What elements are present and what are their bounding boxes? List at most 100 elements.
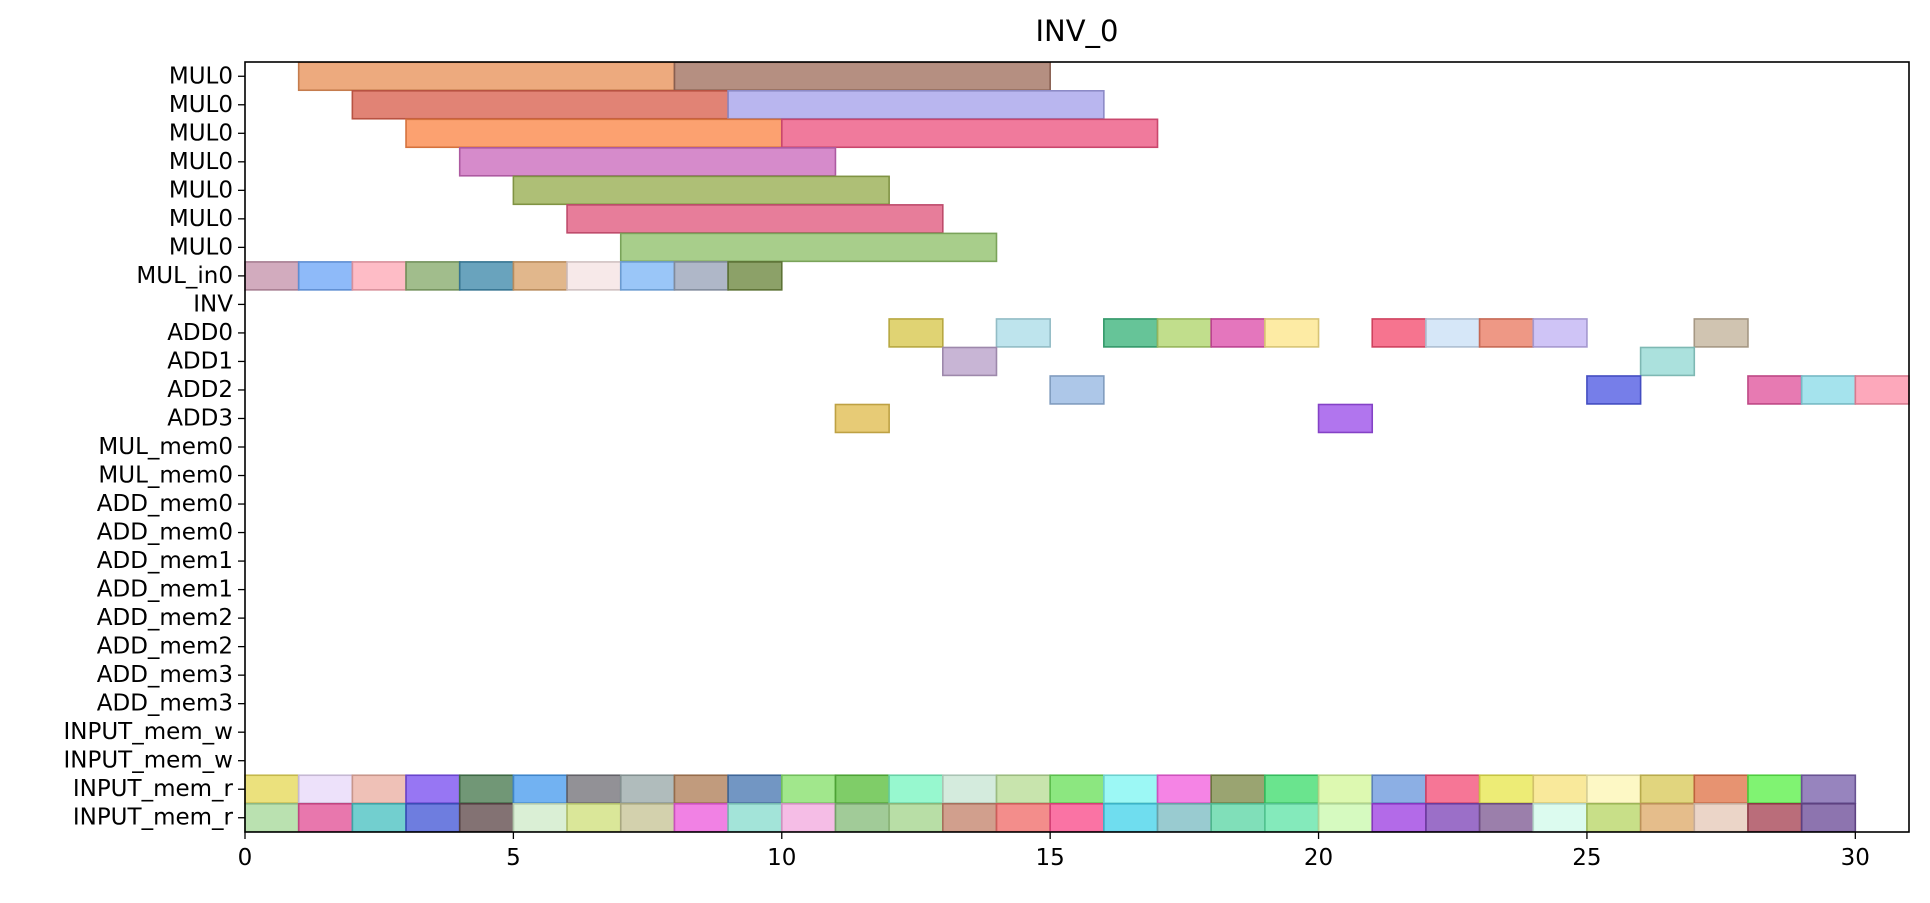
task-bar — [512, 261, 568, 291]
task-bar — [619, 232, 998, 263]
task-bar — [405, 802, 461, 833]
task-bar — [297, 261, 354, 291]
task-bar — [942, 346, 998, 377]
task-bar — [244, 774, 300, 804]
task-bar — [1532, 774, 1588, 804]
task-bar — [673, 802, 729, 833]
task-bar — [297, 774, 354, 804]
task-bar — [1800, 375, 1857, 405]
task-bar — [1156, 802, 1212, 833]
task-bar — [1693, 802, 1749, 833]
task-bar — [780, 774, 837, 804]
y-tick-label: ADD_mem0 — [97, 520, 233, 546]
task-bar — [1800, 802, 1857, 833]
y-tick-label: INV — [193, 291, 233, 317]
chart-title: INV_0 — [1035, 14, 1118, 48]
task-bar — [1317, 802, 1374, 833]
task-bar — [351, 261, 407, 291]
y-tick-label: ADD_mem3 — [97, 691, 233, 717]
task-bar — [351, 774, 407, 804]
task-bar — [834, 403, 890, 434]
task-bar — [1639, 774, 1696, 804]
y-tick-label: INPUT_mem_w — [63, 719, 233, 745]
y-tick-label: ADD_mem1 — [97, 577, 233, 603]
task-bar — [1747, 774, 1803, 804]
task-bar — [566, 774, 622, 804]
bars-layer — [244, 61, 1910, 833]
task-bar — [1586, 774, 1642, 804]
task-bar — [244, 261, 300, 291]
y-tick-label: MUL0 — [169, 234, 233, 260]
y-tick-label: ADD_mem0 — [97, 491, 233, 517]
task-bar — [673, 61, 1051, 92]
task-bar — [942, 774, 998, 804]
task-bar — [1210, 318, 1266, 348]
task-bar — [942, 802, 998, 833]
task-bar — [727, 90, 1105, 120]
task-bar — [1371, 318, 1427, 348]
y-tick-label: ADD_mem2 — [97, 634, 233, 660]
task-bar — [1049, 774, 1105, 804]
task-bar — [780, 118, 1159, 149]
y-tick-label: ADD_mem1 — [97, 548, 233, 574]
task-bar — [1854, 375, 1910, 405]
y-tick-label: ADD3 — [167, 405, 233, 431]
task-bar — [1747, 802, 1803, 833]
task-bar — [888, 318, 944, 348]
task-bar — [1586, 375, 1642, 405]
task-bar — [1156, 318, 1212, 348]
x-tick-label: 25 — [1572, 845, 1601, 871]
task-bar — [405, 118, 783, 149]
task-bar — [995, 802, 1051, 833]
task-bar — [1103, 774, 1159, 804]
task-bar — [1639, 802, 1696, 833]
task-bar — [351, 90, 729, 120]
y-tick-label: INPUT_mem_r — [73, 776, 234, 802]
task-bar — [1371, 774, 1427, 804]
task-bar — [458, 802, 515, 833]
task-bar — [1425, 802, 1481, 833]
x-axis: 0 5 10 15 20 25 30 — [238, 832, 1870, 871]
task-bar — [1103, 802, 1159, 833]
task-bar — [1532, 318, 1588, 348]
task-bar — [244, 802, 300, 833]
task-bar — [619, 774, 676, 804]
y-tick-label: ADD_mem2 — [97, 605, 233, 631]
task-bar — [458, 147, 837, 177]
task-bar — [1210, 774, 1266, 804]
y-axis-labels: MUL0MUL0MUL0MUL0MUL0MUL0MUL0MUL_in0INVAD… — [63, 63, 245, 831]
task-bar — [1425, 774, 1481, 804]
y-tick-label: MUL_in0 — [136, 263, 233, 289]
task-bar — [995, 318, 1051, 348]
task-bar — [458, 261, 515, 291]
task-bar — [1210, 802, 1266, 833]
y-tick-label: MUL0 — [169, 120, 233, 146]
task-bar — [1103, 318, 1159, 348]
y-tick-label: ADD1 — [167, 348, 233, 374]
task-bar — [297, 802, 354, 833]
y-tick-label: INPUT_mem_r — [73, 805, 234, 831]
x-tick-label: 0 — [238, 845, 253, 871]
task-bar — [1264, 318, 1320, 348]
x-tick-label: 30 — [1841, 845, 1870, 871]
task-bar — [1639, 346, 1696, 377]
task-bar — [727, 802, 783, 833]
task-bar — [1693, 774, 1749, 804]
y-tick-label: MUL_mem0 — [98, 434, 233, 460]
task-bar — [1156, 774, 1212, 804]
task-bar — [834, 802, 890, 833]
task-bar — [1049, 802, 1105, 833]
task-bar — [619, 802, 676, 833]
task-bar — [834, 774, 890, 804]
task-bar — [1800, 774, 1857, 804]
task-bar — [297, 61, 676, 92]
y-tick-label: MUL0 — [169, 63, 233, 89]
task-bar — [1425, 318, 1481, 348]
task-bar — [1478, 774, 1535, 804]
task-bar — [1478, 802, 1535, 833]
y-tick-label: MUL0 — [169, 206, 233, 232]
task-bar — [512, 175, 890, 206]
task-bar — [566, 261, 622, 291]
task-bar — [1586, 802, 1642, 833]
